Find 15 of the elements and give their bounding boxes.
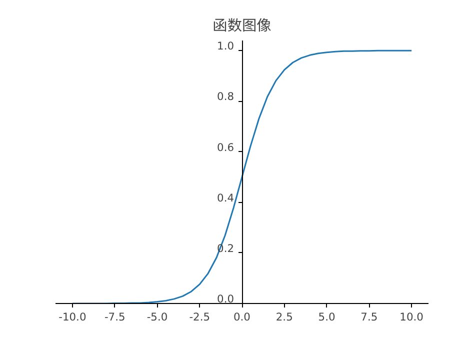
x-tick-label: 2.5: [276, 310, 293, 324]
y-tick-label: 0.6: [217, 140, 234, 154]
x-tick-label: -10.0: [58, 310, 86, 324]
y-tick-label: 1.0: [217, 40, 234, 53]
x-tick-label: 10.0: [400, 310, 424, 324]
x-tick-label: 5.0: [318, 310, 336, 324]
y-tick-label: 0.8: [217, 90, 234, 104]
y-tick-label: 0.0: [217, 292, 234, 306]
x-tick-label: 0.0: [234, 310, 251, 324]
chart-title: 函数图像: [212, 14, 272, 36]
x-tick-label: 7.5: [360, 310, 378, 324]
x-tick-label: -2.5: [189, 310, 210, 324]
y-tick-label: 0.4: [217, 191, 234, 204]
x-tick-label: -5.0: [146, 310, 168, 324]
x-tick-label: -7.5: [104, 310, 126, 324]
